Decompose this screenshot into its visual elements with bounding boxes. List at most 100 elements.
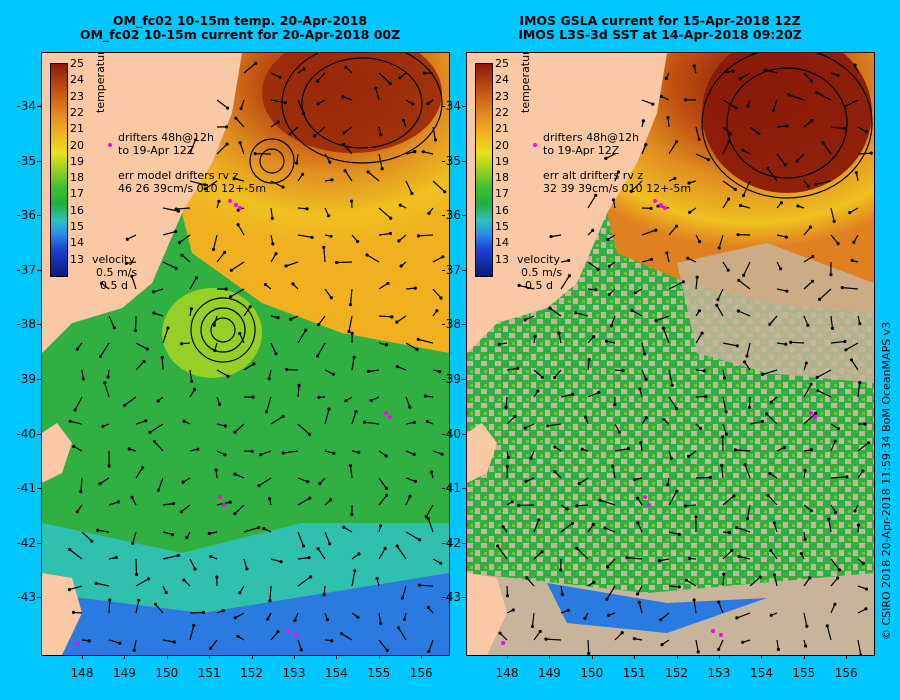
velocity-arrow-head <box>423 394 427 398</box>
y-tick-label: -37 <box>16 262 36 277</box>
velocity-arrow <box>612 465 616 479</box>
velocity-arrow <box>157 477 164 491</box>
velocity-arrow-head <box>441 255 445 259</box>
velocity-arrow-head <box>864 130 868 134</box>
velocity-arrow-head <box>626 447 630 451</box>
velocity-arrow-head <box>221 609 225 613</box>
velocity-arrow <box>216 369 229 377</box>
velocity-arrow-head <box>580 447 584 451</box>
left-velocity-legend: velocity 0.5 m/s 0.5 d <box>92 253 137 292</box>
colorbar-tick-label: 25 <box>495 57 509 70</box>
y-tick-label: -38 <box>441 317 461 332</box>
colorbar-tick-label: 16 <box>495 203 509 217</box>
velocity-arrow <box>234 423 245 433</box>
velocity-arrow-head <box>152 311 156 315</box>
right-eddy-circles <box>701 53 873 199</box>
velocity-arrow-head <box>94 581 98 585</box>
velocity-arrow <box>630 180 643 192</box>
velocity-arrow-head <box>209 646 213 651</box>
velocity-arrow <box>631 309 643 317</box>
right-err-note: err alt drifters rv z 32 39 39cm/s 010 1… <box>543 169 691 195</box>
velocity-arrow <box>844 99 859 107</box>
velocity-arrow-head <box>201 610 205 615</box>
velocity-arrow <box>297 477 309 483</box>
y-tick-label: -37 <box>441 262 461 277</box>
velocity-arrow-head <box>633 478 637 482</box>
velocity-arrow <box>695 153 709 161</box>
velocity-arrow <box>162 554 179 560</box>
velocity-arrow-head <box>357 450 361 454</box>
credit-text: © CSIRO 2018 20-Apr-2018 11:59:34 BoM Oc… <box>880 321 893 640</box>
velocity-arrow <box>722 70 734 74</box>
x-tick-mark <box>676 655 678 659</box>
velocity-arrow-head <box>565 507 569 511</box>
colorbar-tick-label: 24 <box>495 73 509 87</box>
velocity-arrow <box>776 234 787 238</box>
velocity-arrow-head <box>553 445 557 449</box>
velocity-arrow <box>803 612 808 627</box>
velocity-arrow <box>769 315 778 325</box>
velocity-arrow-head <box>68 419 72 423</box>
y-tick-mark <box>37 160 41 162</box>
velocity-arrow <box>738 310 751 317</box>
velocity-arrow-head <box>291 282 295 286</box>
velocity-arrow-head <box>567 274 571 278</box>
velocity-arrow-head <box>316 354 320 358</box>
velocity-arrow-head <box>613 402 617 407</box>
velocity-arrow <box>427 518 434 533</box>
velocity-arrow <box>641 144 647 155</box>
velocity-arrow-head <box>735 616 739 620</box>
velocity-arrow <box>744 464 751 479</box>
velocity-arrow <box>695 476 711 479</box>
velocity-arrow-head <box>832 219 836 223</box>
velocity-arrow-head <box>704 394 708 399</box>
velocity-arrow-head <box>332 451 336 455</box>
velocity-arrow-head <box>98 482 102 486</box>
velocity-arrow-head <box>516 366 520 370</box>
velocity-arrow-head <box>179 510 183 514</box>
velocity-arrow <box>69 549 83 560</box>
velocity-arrow-head <box>540 375 544 379</box>
velocity-arrow-head <box>352 355 356 359</box>
velocity-arrow-head <box>497 342 501 346</box>
velocity-arrow <box>154 441 164 452</box>
velocity-arrow-head <box>859 653 863 655</box>
left-drifters-note: drifters 48h@12h to 19-Apr 12Z <box>118 131 214 157</box>
left-title-line1: OM_fc02 10-15m temp. 20-Apr-2018 <box>112 13 368 28</box>
velocity-arrow-head <box>279 560 283 564</box>
velocity-arrow <box>533 631 541 641</box>
velocity-arrow-head <box>675 489 679 493</box>
velocity-arrow-head <box>660 643 664 647</box>
velocity-arrow <box>641 99 654 105</box>
velocity-arrow-head <box>644 143 648 147</box>
velocity-arrow-head <box>592 580 596 585</box>
right-velocity-label: velocity <box>517 253 560 266</box>
velocity-arrow-head <box>664 76 668 81</box>
x-tick-label: 154 <box>324 666 348 680</box>
velocity-arrow-head <box>397 239 401 243</box>
velocity-arrow-head <box>189 307 193 311</box>
velocity-arrow-head <box>238 591 242 595</box>
velocity-arrow <box>722 495 735 506</box>
velocity-arrow-head <box>717 647 721 652</box>
velocity-arrow-head <box>265 410 269 414</box>
colorbar-tick-label: 20 <box>70 138 84 152</box>
velocity-arrow-head <box>248 305 252 309</box>
velocity-arrow-head <box>596 267 600 271</box>
velocity-arrow <box>378 315 392 318</box>
velocity-arrow-head <box>737 278 741 282</box>
x-tick-mark <box>803 655 805 659</box>
velocity-arrow-head <box>301 172 305 176</box>
x-tick-label: 156 <box>834 666 858 680</box>
velocity-arrow <box>554 369 562 378</box>
velocity-arrow-head <box>809 382 813 386</box>
y-tick-mark <box>462 160 466 162</box>
velocity-arrow <box>776 153 786 165</box>
velocity-arrow <box>432 450 443 455</box>
velocity-arrow <box>297 497 311 506</box>
velocity-arrow-head <box>322 593 326 597</box>
velocity-arrow-head <box>233 472 237 476</box>
velocity-arrow-head <box>366 170 370 174</box>
y-tick-mark <box>462 597 466 599</box>
velocity-arrow-head <box>511 608 515 612</box>
